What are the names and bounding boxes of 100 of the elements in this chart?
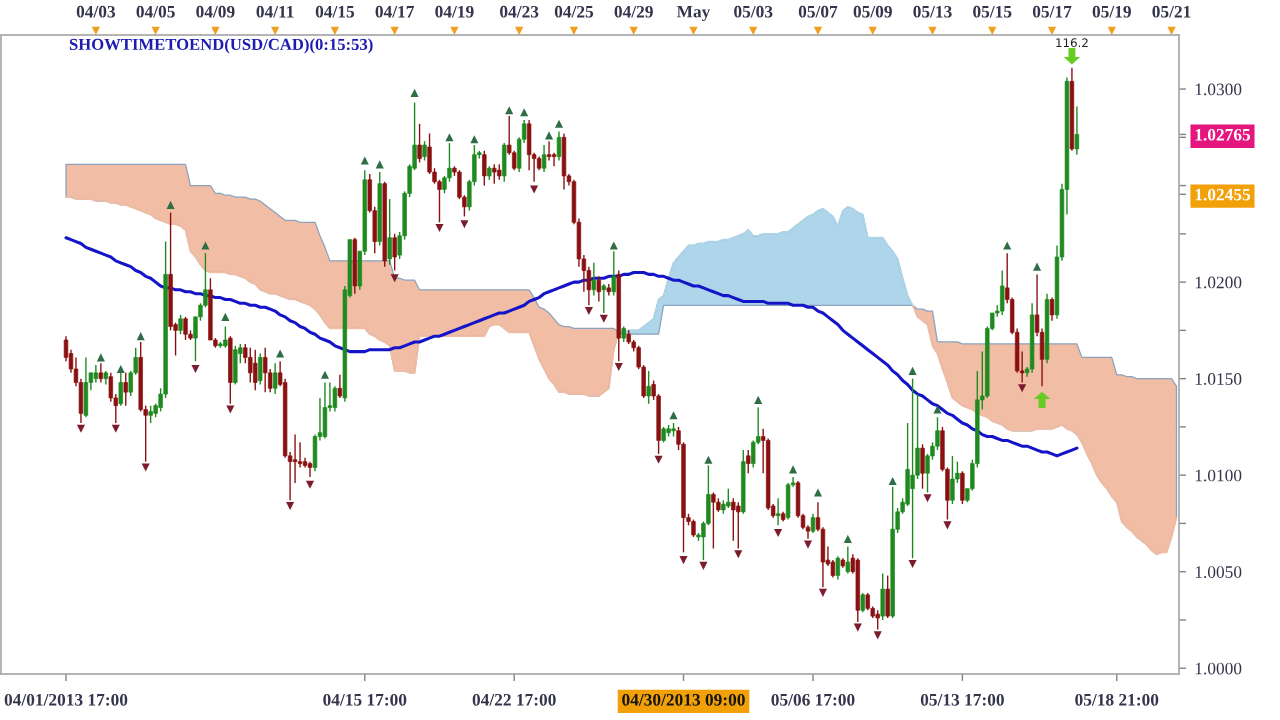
candlestick [417, 123, 422, 164]
y-tick-label: 1.0100 [1195, 469, 1242, 482]
candlestick [482, 150, 487, 187]
point [520, 108, 529, 117]
y-tick-label: 1.0200 [1195, 276, 1242, 289]
point [390, 274, 399, 283]
candlestick [591, 262, 597, 297]
x-tick-label: 05/19 [1092, 5, 1131, 18]
point [704, 455, 713, 464]
point [584, 307, 593, 316]
x-tick-label: 04/23 [500, 5, 539, 18]
point [445, 133, 454, 142]
point [813, 488, 823, 497]
x-tick-label: 04/15 17:00 [323, 693, 407, 706]
point [654, 455, 663, 464]
candlestick [775, 497, 781, 527]
point [754, 395, 763, 404]
point [545, 131, 554, 140]
x-tick-label: 04/15 [315, 5, 355, 18]
candlestick [835, 555, 841, 581]
point [226, 405, 235, 414]
candlestick [123, 372, 128, 407]
y-tick-label: 1.0150 [1195, 373, 1242, 385]
point [774, 529, 783, 538]
y-tick-label: 1.02455 [1195, 188, 1251, 201]
line-series [64, 236, 1079, 458]
point [1033, 391, 1051, 409]
candlestick [1049, 296, 1055, 322]
point [460, 220, 469, 229]
point [76, 424, 85, 433]
point [873, 631, 882, 640]
y-tick-label: 1.02765 [1195, 128, 1251, 141]
candlestick [646, 370, 651, 405]
point [888, 476, 897, 485]
point [669, 411, 678, 420]
point [136, 332, 145, 341]
x-tick-label: 04/22 17:00 [472, 693, 556, 706]
point [923, 494, 932, 503]
candlestick [422, 140, 427, 162]
x-tick-label: 04/17 [375, 5, 415, 18]
candlestick [392, 233, 397, 272]
x-tick-label: 04/03 [76, 5, 116, 18]
x-tick-label: 04/01/2013 17:00 [4, 693, 128, 706]
point [554, 119, 564, 128]
point [410, 88, 419, 97]
point [166, 200, 175, 209]
chart-title: SHOWTIMETOEND(USD/CAD)(0:15:53) [69, 38, 373, 54]
x-tick-label: May [676, 6, 711, 22]
point [908, 366, 917, 375]
x-tick-label: 05/06 17:00 [771, 693, 855, 706]
point [435, 224, 444, 233]
point [933, 405, 942, 414]
candlestick [307, 460, 313, 478]
point [116, 364, 125, 374]
point [734, 550, 743, 559]
candlestick [337, 374, 343, 399]
x-tick-label: 04/05 [136, 5, 175, 18]
candlestick [1074, 105, 1080, 156]
x-tick-label: 05/13 [913, 5, 952, 18]
x-tick-label: 05/13 17:00 [920, 693, 1004, 706]
candlestick [387, 198, 392, 266]
x-tick-label: 04/19 [435, 5, 474, 18]
point [843, 534, 852, 543]
point [360, 156, 369, 165]
point [530, 185, 539, 194]
x-tick-label: 04/29 [614, 5, 653, 18]
x-tick-label: 05/09 [853, 5, 892, 18]
x-tick-label: 04/09 [196, 5, 235, 18]
x-tick-label: 05/18 21:00 [1075, 693, 1159, 706]
point [191, 364, 200, 374]
candlestick [810, 513, 816, 534]
candlestick [258, 352, 263, 386]
x-tick-label: 05/21 [1152, 5, 1191, 18]
point [1018, 384, 1027, 393]
annotation: 116.2 [1056, 38, 1088, 48]
x-tick-label: 05/17 [1032, 5, 1072, 18]
point [1063, 48, 1081, 65]
point [286, 502, 295, 511]
x-tick-label: 04/11 [256, 5, 294, 18]
x-tick-label: 05/03 [734, 5, 773, 18]
point [305, 480, 315, 489]
point [221, 312, 230, 321]
candlestick [556, 130, 562, 162]
y-tick-label: 1.0300 [1195, 83, 1242, 96]
candlestick [98, 362, 104, 384]
point [943, 521, 952, 530]
point [699, 561, 708, 570]
point [818, 588, 827, 597]
point [803, 540, 813, 549]
point [141, 463, 150, 472]
candlestick [746, 449, 751, 474]
y-tick-label: 1.0050 [1195, 566, 1242, 578]
candlestick [611, 250, 616, 297]
candlestick [272, 362, 278, 395]
x-tick-label: 04/25 [554, 5, 594, 18]
candlestick [541, 144, 547, 173]
point [679, 556, 688, 565]
point [320, 370, 329, 379]
candlestick [860, 592, 865, 613]
x-tick-label: 04/30/2013 09:00 [622, 693, 745, 706]
